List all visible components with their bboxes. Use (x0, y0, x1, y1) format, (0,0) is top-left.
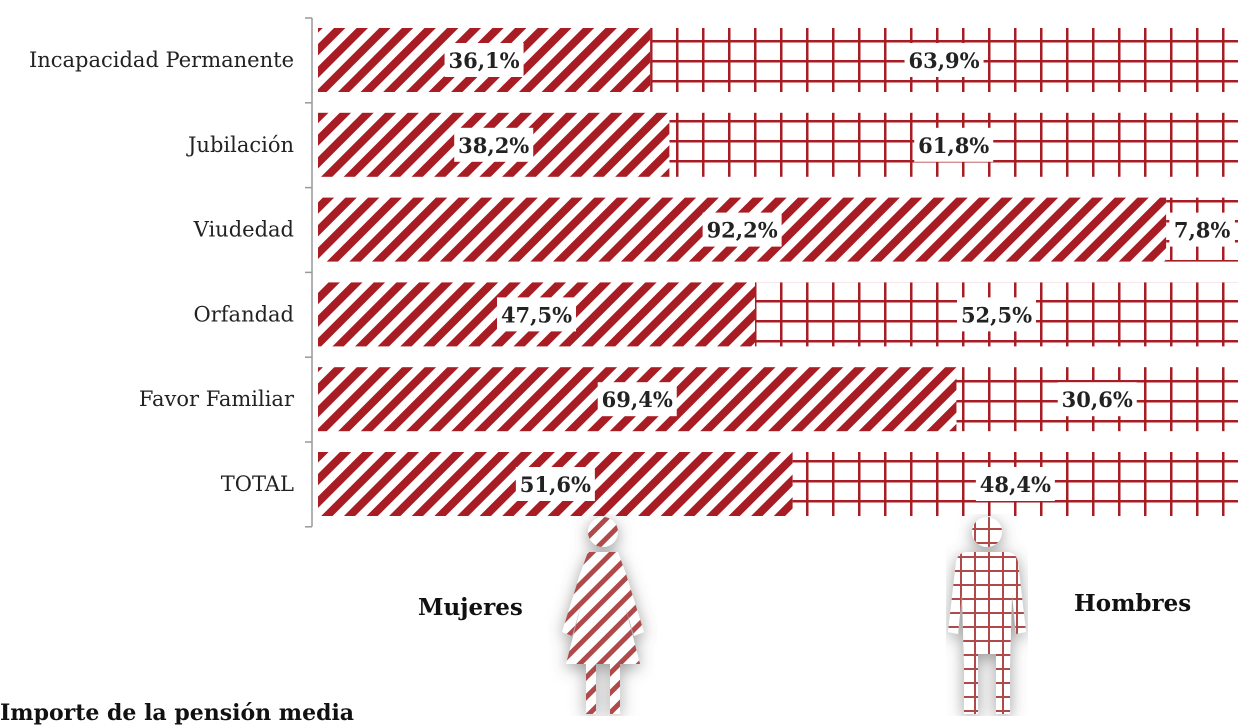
legend-mujeres-label: Mujeres (418, 594, 523, 621)
value-label: 47,5% (501, 302, 572, 327)
value-label: 52,5% (961, 302, 1032, 327)
value-label: 30,6% (1062, 387, 1133, 412)
value-label: 7,8% (1174, 218, 1231, 243)
value-label: 36,1% (449, 48, 520, 73)
category-label: Incapacidad Permanente (29, 48, 294, 72)
value-label: 63,9% (909, 48, 980, 73)
man-figure-icon (946, 514, 1028, 716)
category-label: Orfandad (194, 302, 294, 326)
category-label: Jubilación (186, 133, 294, 157)
value-label: 92,2% (707, 218, 778, 243)
footer-heading: Importe de la pensión media (0, 700, 354, 726)
woman-figure-icon (548, 514, 658, 716)
category-label: Viudedad (193, 218, 294, 242)
value-label: 69,4% (602, 387, 673, 412)
value-label: 38,2% (458, 133, 529, 158)
value-label: 61,8% (918, 133, 989, 158)
category-label: Favor Familiar (139, 387, 295, 411)
legend-hombres-label: Hombres (1074, 590, 1191, 617)
value-label: 48,4% (980, 472, 1051, 497)
value-label: 51,6% (520, 472, 591, 497)
category-label: TOTAL (221, 472, 294, 496)
